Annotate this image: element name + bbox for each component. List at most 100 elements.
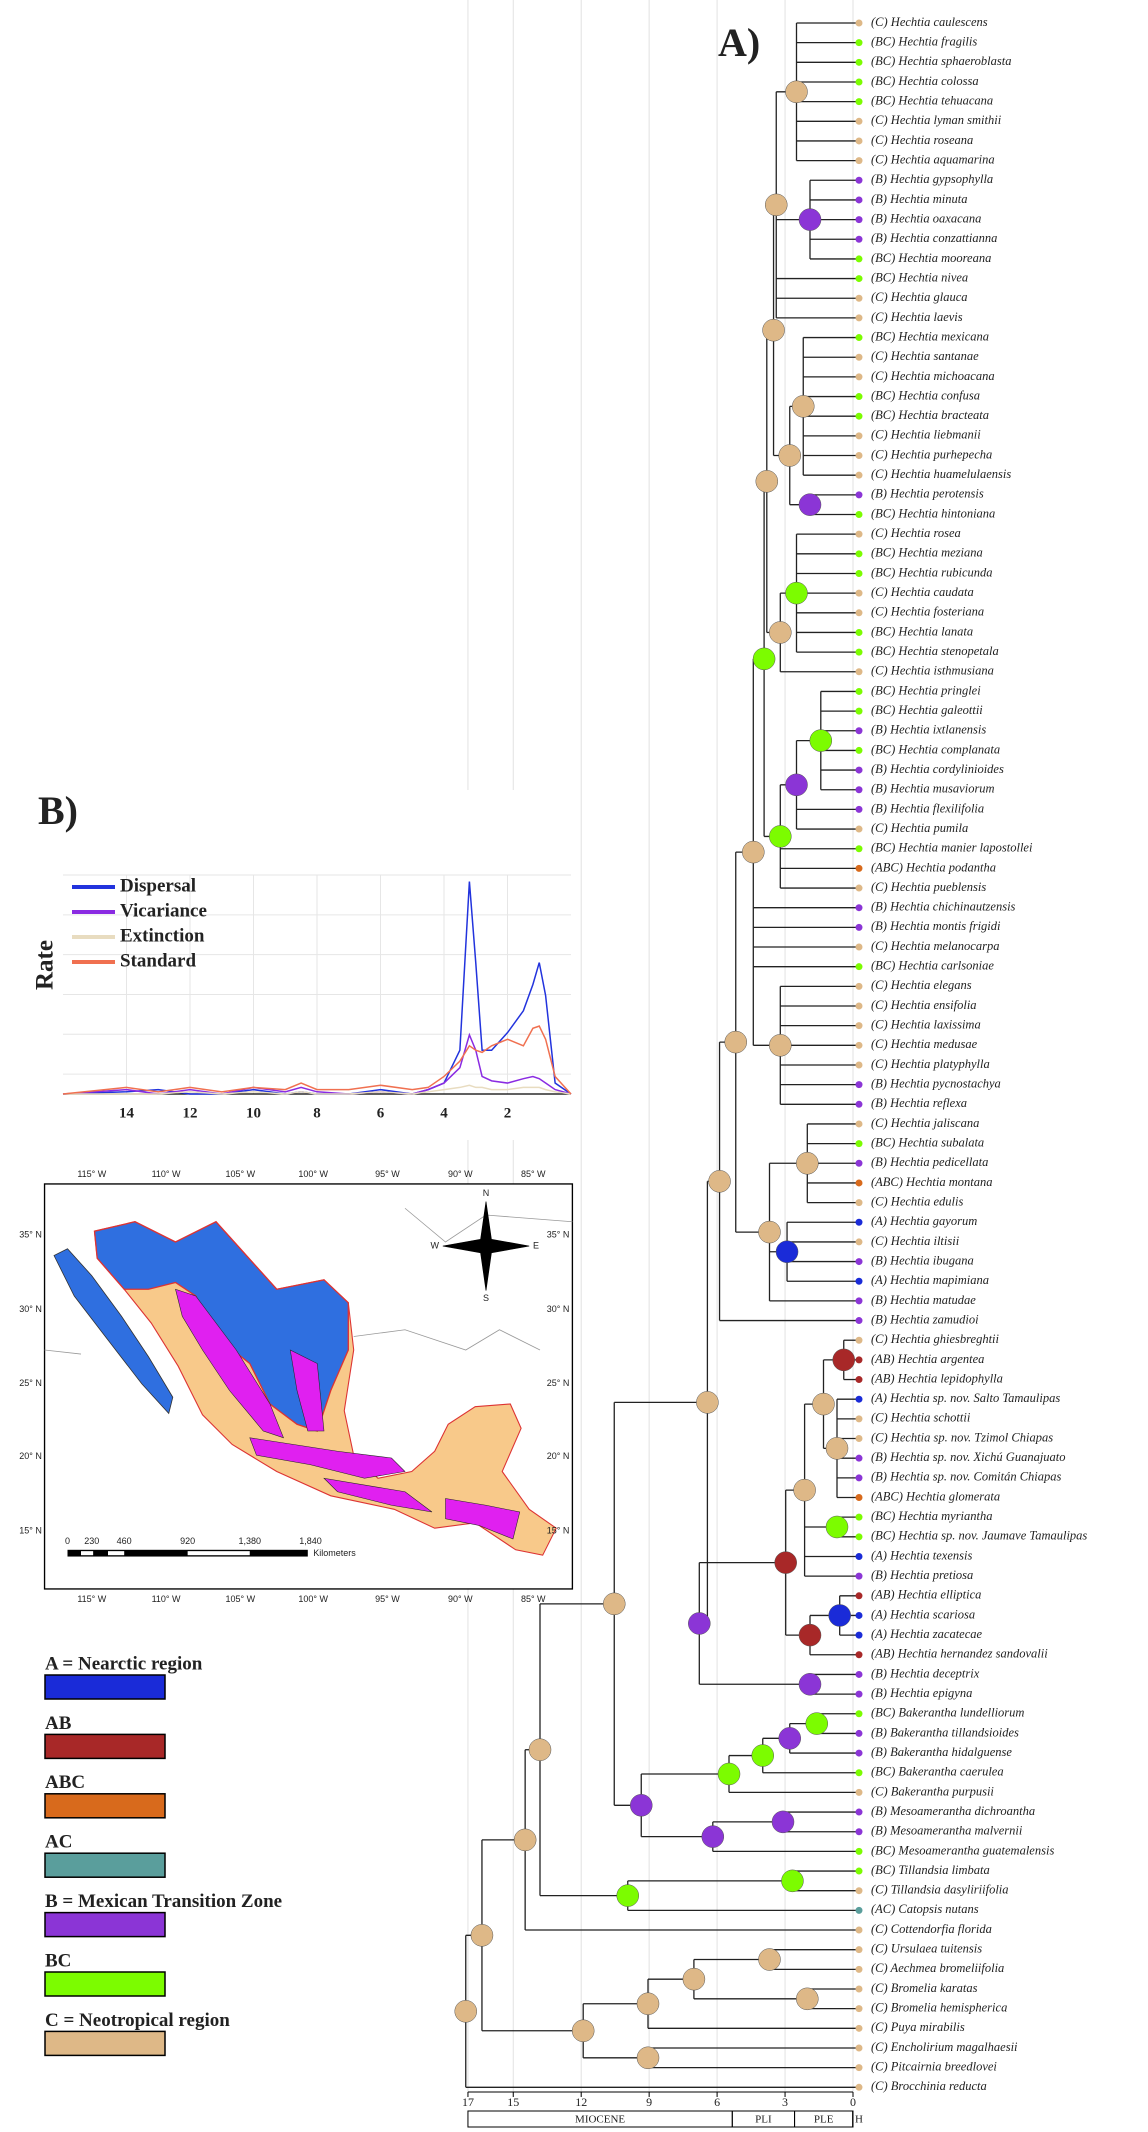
tip-dot xyxy=(855,589,863,597)
tip-label: (C) Hechtia isthmusiana xyxy=(871,664,994,678)
tip-label: (B) Hechtia flexilifolia xyxy=(871,801,984,815)
tip-dot xyxy=(855,471,863,479)
tip-label: (BC) Hechtia stenopetala xyxy=(871,644,999,658)
tip-dot xyxy=(855,1808,863,1816)
tip-dot xyxy=(855,1159,863,1167)
tip-dot xyxy=(855,1376,863,1384)
tip-dot xyxy=(855,275,863,283)
tip-label: (A) Hechtia gayorum xyxy=(871,1214,977,1228)
node-state xyxy=(798,493,822,516)
tip-label: (C) Hechtia iltisii xyxy=(871,1234,960,1248)
tip-dot xyxy=(855,373,863,381)
tip-dot xyxy=(855,432,863,440)
longitude-label: 100° W xyxy=(298,1169,328,1179)
tip-label: (B) Hechtia matudae xyxy=(871,1293,976,1307)
tip-label: (B) Hechtia sp. nov. Xichú Guanajuato xyxy=(871,1450,1066,1464)
latitude-label: 35° N xyxy=(19,1230,42,1240)
tip-dot xyxy=(855,1179,863,1187)
tip-label: (B) Hechtia pretiosa xyxy=(871,1568,973,1582)
tip-label: (A) Hechtia scariosa xyxy=(871,1607,975,1621)
legend-label: Vicariance xyxy=(120,900,207,921)
tip-label: (BC) Hechtia fragilis xyxy=(871,35,977,49)
scale-bar-segment xyxy=(108,1551,125,1556)
tip-dot xyxy=(855,1474,863,1482)
tip-dot xyxy=(855,1081,863,1089)
scale-label: 1,380 xyxy=(238,1536,261,1546)
tip-label: (C) Pitcairnia breedlovei xyxy=(871,2060,997,2074)
tip-dot xyxy=(855,923,863,931)
longitude-label: 100° W xyxy=(298,1594,328,1604)
tip-dot xyxy=(855,2024,863,2032)
tip-label: (C) Hechtia laxissima xyxy=(871,1018,981,1032)
node-state xyxy=(798,1673,822,1696)
tip-label: (C) Hechtia glauca xyxy=(871,290,968,304)
latitude-label: 20° N xyxy=(547,1451,570,1461)
tip-label: (C) Hechtia caulescens xyxy=(871,15,988,29)
longitude-label: 110° W xyxy=(152,1594,181,1604)
tip-label: (C) Puya mirabilis xyxy=(871,2020,965,2034)
tip-dot xyxy=(855,452,863,460)
node-state xyxy=(724,1030,747,1054)
tip-dot xyxy=(855,550,863,558)
node-state xyxy=(765,193,788,217)
tip-label: (BC) Hechtia colossa xyxy=(871,74,979,88)
x-tick-label: 12 xyxy=(183,1105,198,1121)
tip-dot xyxy=(855,1100,863,1108)
tip-dot xyxy=(855,176,863,184)
node-state xyxy=(470,1924,494,1947)
node-state xyxy=(769,825,792,848)
tip-dot xyxy=(855,1002,863,1010)
tip-dot xyxy=(855,137,863,145)
tip-label: (AC) Catopsis nutans xyxy=(871,1902,979,1916)
tip-label: (C) Hechtia edulis xyxy=(871,1194,963,1208)
node-state xyxy=(571,2019,595,2043)
tip-dot xyxy=(855,1218,863,1226)
node-state xyxy=(832,1348,855,1372)
tip-label: (C) Bromelia hemispherica xyxy=(871,2001,1007,2015)
node-state xyxy=(758,1948,781,1971)
time-tick-label: 12 xyxy=(575,2095,587,2109)
tip-label: (B) Hechtia ibugana xyxy=(871,1253,974,1267)
time-tick-label: 9 xyxy=(646,2095,652,2109)
tip-label: (B) Hechtia sp. nov. Comitán Chiapas xyxy=(871,1470,1062,1484)
node-state xyxy=(798,208,822,231)
longitude-label: 115° W xyxy=(77,1169,106,1179)
legend-label: Standard xyxy=(120,950,196,971)
panel-label: A) xyxy=(718,20,760,65)
node-state xyxy=(774,1551,797,1574)
tip-dot xyxy=(855,1729,863,1737)
tip-label: (B) Hechtia pedicellata xyxy=(871,1155,988,1169)
compass-rose xyxy=(442,1201,530,1291)
legend-swatch xyxy=(44,1674,166,1700)
tip-label: (C) Hechtia aquamarina xyxy=(871,152,995,166)
tip-label: (B) Bakerantha hidalguense xyxy=(871,1745,1012,1759)
tip-dot xyxy=(855,117,863,125)
node-state xyxy=(513,1828,537,1852)
tip-dot xyxy=(855,1611,863,1619)
tip-label: (C) Hechtia schottii xyxy=(871,1411,971,1425)
node-state xyxy=(696,1391,719,1414)
tip-dot xyxy=(855,1670,863,1678)
tip-label: (B) Hechtia cordylinioides xyxy=(871,762,1004,776)
tip-label: (BC) Hechtia rubicunda xyxy=(871,565,993,579)
latitude-label: 30° N xyxy=(547,1304,570,1314)
tip-dot xyxy=(855,1297,863,1305)
node-state xyxy=(812,1392,835,1416)
tip-dot xyxy=(855,98,863,106)
node-state xyxy=(636,1992,660,2015)
tip-label: (BC) Tillandsia limbata xyxy=(871,1863,990,1877)
map: 115° W 115° W 110° W 110° W 105° W 105° W 100°… xyxy=(19,1169,574,1604)
tip-label: (BC) Hechtia meziana xyxy=(871,546,983,560)
node-state xyxy=(771,1810,795,1834)
tip-dot xyxy=(855,1690,863,1698)
node-state xyxy=(755,470,779,493)
tip-label: (B) Hechtia montis frigidi xyxy=(871,919,1001,933)
tip-label: (BC) Hechtia lanata xyxy=(871,624,973,638)
compass-label: S xyxy=(483,1293,489,1303)
tip-dot xyxy=(855,1651,863,1659)
x-tick-label: 10 xyxy=(246,1105,261,1121)
node-state xyxy=(781,1869,804,1893)
legend-swatch xyxy=(44,1852,166,1878)
tip-dot xyxy=(855,648,863,656)
tip-label: (C) Hechtia ghiesbreghtii xyxy=(871,1332,1000,1346)
